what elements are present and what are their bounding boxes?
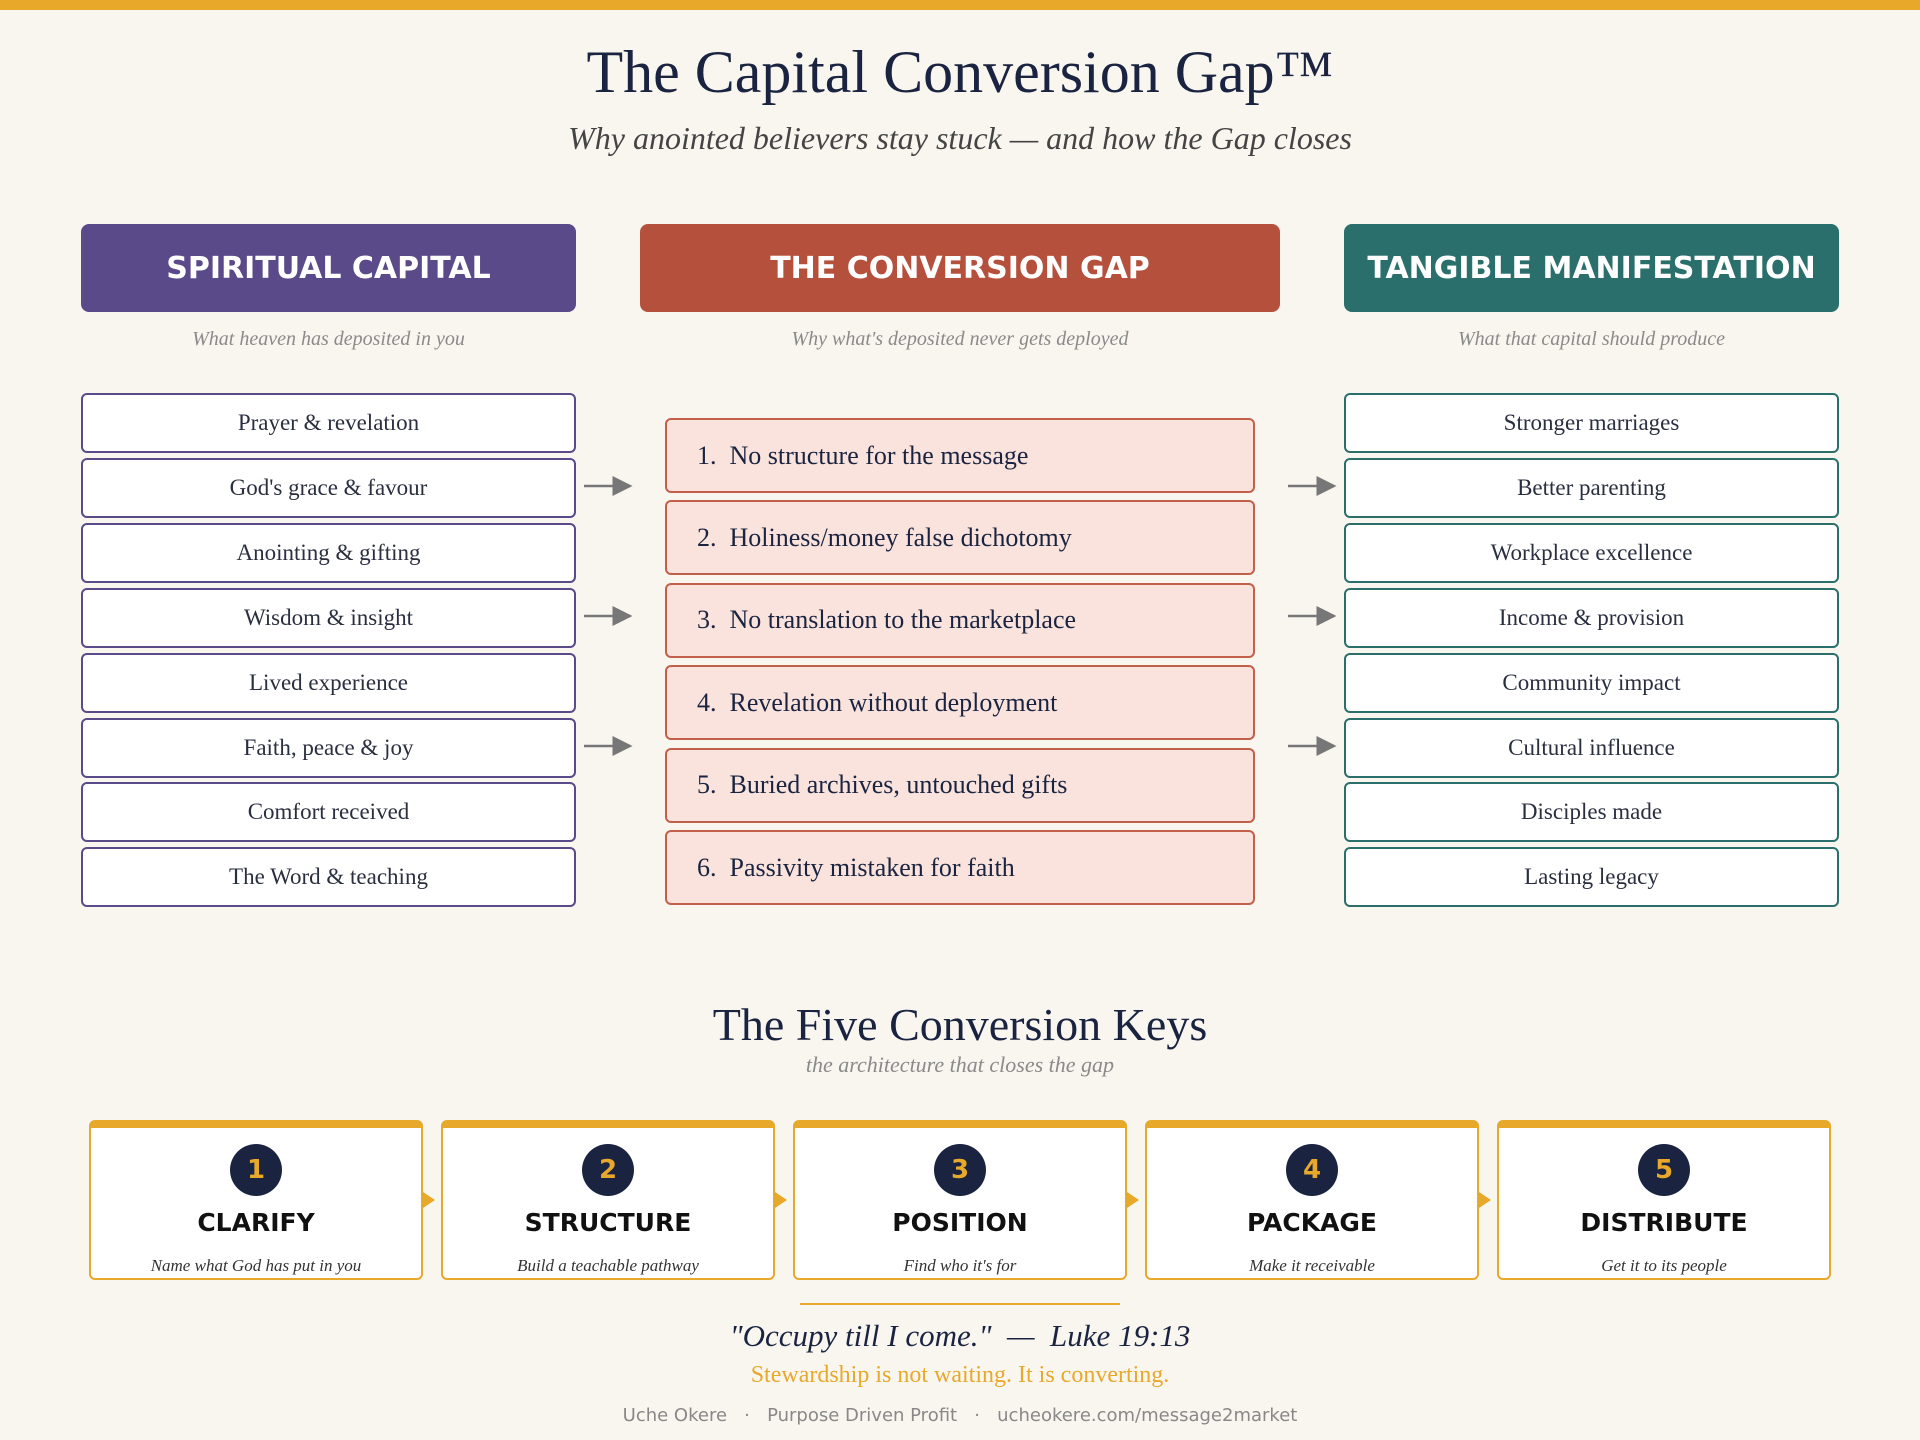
list-item: Disciples made bbox=[1344, 782, 1839, 843]
key-name: PACKAGE bbox=[1246, 1208, 1378, 1237]
key-number: 1 bbox=[230, 1144, 282, 1196]
column-subtitle: Why what's deposited never gets deployed bbox=[791, 328, 1129, 350]
list-item: Faith, peace & joy bbox=[81, 717, 576, 778]
key-card: 4 PACKAGE Make it receivable bbox=[1145, 1120, 1479, 1280]
key-number: 2 bbox=[582, 1144, 634, 1196]
gap-item: 5. Buried archives, untouched gifts bbox=[665, 747, 1255, 823]
key-name: POSITION bbox=[892, 1208, 1028, 1237]
quote: "Occupy till I come." — Luke 19:13 bbox=[729, 1318, 1191, 1353]
column-header: TANGIBLE MANIFESTATION bbox=[1344, 224, 1839, 312]
tagline: Stewardship is not waiting. It is conver… bbox=[750, 1362, 1170, 1388]
key-name: CLARIFY bbox=[197, 1208, 315, 1237]
key-number: 5 bbox=[1638, 1144, 1690, 1196]
gap-item: 2. Holiness/money false dichotomy bbox=[665, 500, 1255, 576]
list-item: Stronger marriages bbox=[1344, 393, 1839, 453]
gap-item: 6. Passivity mistaken for faith bbox=[665, 830, 1255, 905]
key-name: DISTRIBUTE bbox=[1580, 1208, 1748, 1237]
column-header: SPIRITUAL CAPITAL bbox=[81, 224, 576, 312]
footer: Uche Okere · Purpose Driven Profit · uch… bbox=[622, 1405, 1298, 1426]
key-description: Find who it's for bbox=[903, 1256, 1017, 1275]
keys-title: The Five Conversion Keys bbox=[712, 999, 1208, 1050]
top-bar bbox=[0, 0, 1920, 10]
gap-item: 3. No translation to the marketplace bbox=[665, 582, 1255, 658]
list-item: Cultural influence bbox=[1344, 717, 1839, 778]
title: The Capital Conversion Gap™ bbox=[586, 39, 1334, 105]
key-card: 2 STRUCTURE Build a teachable pathway bbox=[441, 1120, 775, 1280]
list-item: The Word & teaching bbox=[81, 847, 576, 908]
list-item: Lasting legacy bbox=[1344, 847, 1839, 908]
column-subtitle: What that capital should produce bbox=[1457, 328, 1725, 350]
key-description: Make it receivable bbox=[1249, 1256, 1375, 1275]
list-item: Better parenting bbox=[1344, 457, 1839, 518]
list-item: Workplace excellence bbox=[1344, 522, 1839, 583]
key-description: Build a teachable pathway bbox=[517, 1256, 699, 1275]
list-item: Prayer & revelation bbox=[81, 393, 576, 453]
key-description: Get it to its people bbox=[1601, 1256, 1727, 1275]
gap-item: 1. No structure for the message bbox=[665, 418, 1255, 493]
column-subtitle: What heaven has deposited in you bbox=[192, 328, 465, 350]
key-name: STRUCTURE bbox=[524, 1208, 692, 1237]
list-item: Anointing & gifting bbox=[81, 522, 576, 583]
list-item: Wisdom & insight bbox=[81, 587, 576, 648]
list-item: God's grace & favour bbox=[81, 457, 576, 518]
list-item: Lived experience bbox=[81, 652, 576, 713]
key-description: Name what God has put in you bbox=[150, 1256, 362, 1275]
list-item: Comfort received bbox=[81, 782, 576, 843]
key-number: 3 bbox=[934, 1144, 986, 1196]
gap-item: 4. Revelation without deployment bbox=[665, 665, 1255, 741]
key-card: 1 CLARIFY Name what God has put in you bbox=[89, 1120, 423, 1280]
column-header: THE CONVERSION GAP bbox=[640, 224, 1280, 312]
keys-subtitle: the architecture that closes the gap bbox=[805, 1052, 1115, 1077]
key-card: 5 DISTRIBUTE Get it to its people bbox=[1497, 1120, 1831, 1280]
key-card: 3 POSITION Find who it's for bbox=[793, 1120, 1127, 1280]
list-item: Income & provision bbox=[1344, 587, 1839, 648]
list-item: Community impact bbox=[1344, 652, 1839, 713]
subtitle: Why anointed believers stay stuck — and … bbox=[568, 120, 1352, 156]
key-number: 4 bbox=[1286, 1144, 1338, 1196]
